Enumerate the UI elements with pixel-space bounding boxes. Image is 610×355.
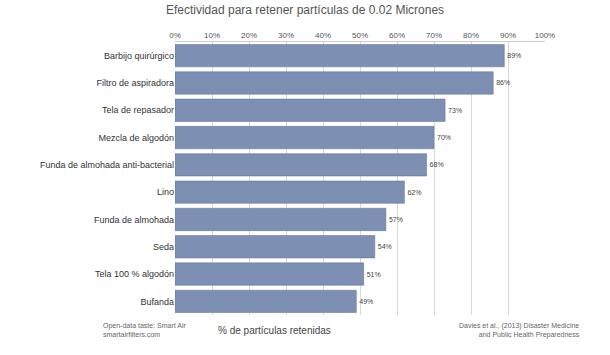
- svg-text:80%: 80%: [463, 31, 479, 40]
- svg-text:62%: 62%: [407, 189, 421, 196]
- svg-text:73%: 73%: [448, 107, 462, 114]
- svg-text:70%: 70%: [437, 134, 451, 141]
- svg-text:50%: 50%: [352, 31, 368, 40]
- svg-text:Barbijo quirúrgico: Barbijo quirúrgico: [104, 51, 174, 61]
- svg-text:10%: 10%: [204, 31, 220, 40]
- svg-text:100%: 100%: [535, 31, 555, 40]
- svg-text:90%: 90%: [500, 31, 516, 40]
- svg-text:Mezcla de algodón: Mezcla de algodón: [98, 133, 174, 143]
- svg-text:51%: 51%: [367, 271, 381, 278]
- svg-text:89%: 89%: [507, 52, 521, 59]
- svg-text:Davies et al., (2013) Disaster: Davies et al., (2013) Disaster Medicinea…: [459, 322, 580, 339]
- svg-text:Tela 100 % algodón: Tela 100 % algodón: [95, 269, 174, 279]
- svg-text:Funda de almohada anti-bacteri: Funda de almohada anti-bacterial: [40, 160, 174, 170]
- svg-text:Bufanda: Bufanda: [140, 297, 174, 307]
- svg-text:30%: 30%: [278, 31, 294, 40]
- svg-text:Lino: Lino: [157, 187, 174, 197]
- svg-text:20%: 20%: [241, 31, 257, 40]
- svg-text:86%: 86%: [496, 79, 510, 86]
- svg-text:54%: 54%: [378, 243, 392, 250]
- svg-text:Open-data taste: Smart Airsmar: Open-data taste: Smart Airsmartairfilter…: [103, 322, 187, 338]
- svg-text:40%: 40%: [315, 31, 331, 40]
- svg-text:Efectividad para retener partí: Efectividad para retener partículas de 0…: [166, 3, 444, 17]
- svg-text:Funda de almohada: Funda de almohada: [94, 215, 174, 225]
- svg-text:Filtro de aspiradora: Filtro de aspiradora: [96, 78, 174, 88]
- svg-text:70%: 70%: [426, 31, 442, 40]
- svg-text:68%: 68%: [430, 161, 444, 168]
- svg-text:Seda: Seda: [153, 242, 174, 252]
- svg-text:% de partículas retenidas: % de partículas retenidas: [218, 325, 331, 336]
- svg-text:49%: 49%: [359, 298, 373, 305]
- svg-text:Tela de repasador: Tela de repasador: [102, 105, 174, 115]
- svg-text:57%: 57%: [389, 216, 403, 223]
- svg-text:0%: 0%: [169, 31, 181, 40]
- svg-text:60%: 60%: [389, 31, 405, 40]
